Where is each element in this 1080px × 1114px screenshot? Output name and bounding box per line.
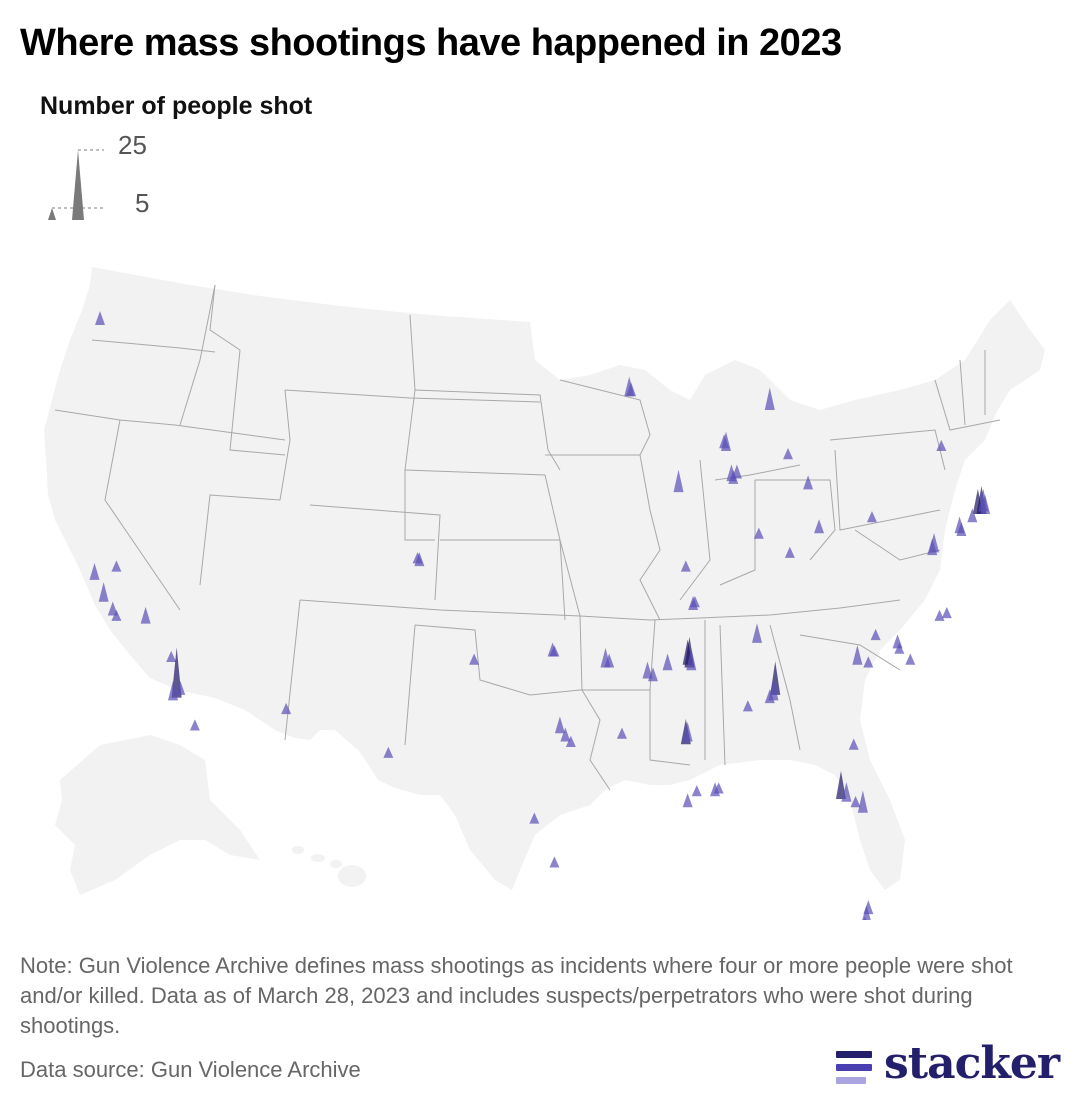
incident-spike (554, 716, 565, 734)
incident-spike (175, 680, 186, 695)
incident-spike (892, 634, 903, 649)
incident-spike (647, 667, 658, 682)
incident-spikes (89, 311, 991, 928)
incident-spike (560, 727, 571, 742)
incident-spike (412, 552, 423, 564)
incident-spike (140, 606, 151, 624)
incident-spike (98, 582, 109, 602)
incident-spike (89, 563, 100, 580)
incident-spike (841, 782, 852, 802)
incident-spike (814, 519, 825, 534)
incident-spike (529, 812, 540, 824)
incident-spike (713, 782, 724, 794)
incident-spike (852, 645, 863, 665)
incident-spike (642, 661, 653, 679)
incident-spike (281, 702, 292, 715)
legend-value-large: 25 (118, 130, 147, 160)
incident-spike (95, 311, 105, 325)
incident-spike (870, 628, 881, 641)
legend-value-small: 5 (135, 188, 150, 218)
incident-spike (719, 434, 730, 449)
incident-spike (956, 521, 967, 536)
incident-spike (691, 785, 702, 797)
incident-spike (680, 560, 691, 572)
incident-spike (967, 508, 978, 523)
contiguous-us-shape (44, 267, 1045, 890)
stacker-wordmark: stacker (884, 1038, 1060, 1089)
stacker-bars-icon (836, 1051, 872, 1087)
state-borders (54, 284, 1001, 791)
legend-spikes (48, 149, 104, 220)
incident-spike (686, 647, 697, 671)
footnote: Note: Gun Violence Archive defines mass … (20, 953, 1013, 1038)
incident-spike (549, 856, 560, 868)
incident-spike (934, 609, 945, 621)
incident-spike (764, 387, 775, 410)
incident-spike (835, 771, 846, 800)
incident-spike (803, 475, 814, 490)
legend-title: Number of people shot (40, 92, 313, 120)
incident-spike (784, 546, 795, 558)
incident-spike (752, 623, 762, 643)
incident-spike (616, 727, 627, 739)
incident-spike (689, 596, 700, 608)
map-canvas (44, 267, 1045, 928)
incident-spike (549, 645, 560, 657)
incident-spike (783, 448, 794, 460)
incident-spike (753, 527, 764, 539)
incident-spike (980, 494, 991, 515)
incident-spike (848, 738, 859, 750)
incident-spike (166, 650, 177, 663)
chart-title: Where mass shootings have happened in 20… (20, 22, 842, 64)
incident-spike (866, 511, 877, 523)
incident-spike (850, 796, 861, 808)
legend-spike-large (72, 150, 84, 220)
us-map (0, 240, 1080, 928)
incident-spike (857, 790, 868, 813)
incident-spike (941, 606, 952, 619)
incident-spike (682, 793, 693, 808)
incident-spike (626, 382, 637, 397)
data-source: Data source: Gun Violence Archive (20, 1057, 361, 1082)
stacker-logo: stacker (836, 1038, 1066, 1096)
incident-spike (742, 700, 753, 712)
incident-spike (107, 601, 118, 616)
incident-spike (565, 735, 576, 747)
hawaii-shape (292, 846, 366, 887)
land-layer (44, 267, 1045, 895)
incident-spike (927, 538, 938, 556)
legend-spike-small (48, 208, 56, 220)
incident-spike (936, 439, 947, 452)
incident-spike (111, 609, 122, 621)
incident-spike (863, 656, 874, 668)
incident-spike (662, 653, 673, 671)
incident-spike (469, 653, 480, 665)
incident-spike (682, 721, 693, 742)
incident-spike (168, 680, 178, 701)
incident-spike (111, 560, 122, 572)
incident-spike (189, 719, 200, 731)
incident-spike (673, 469, 684, 493)
incident-spike (604, 653, 615, 668)
incident-spike (383, 746, 394, 758)
size-legend: 25 5 (40, 126, 180, 222)
incident-spike (731, 464, 742, 479)
incident-spike (905, 653, 916, 665)
incident-spike (764, 689, 775, 704)
incident-spike (894, 642, 905, 654)
alaska-shape (55, 735, 260, 895)
